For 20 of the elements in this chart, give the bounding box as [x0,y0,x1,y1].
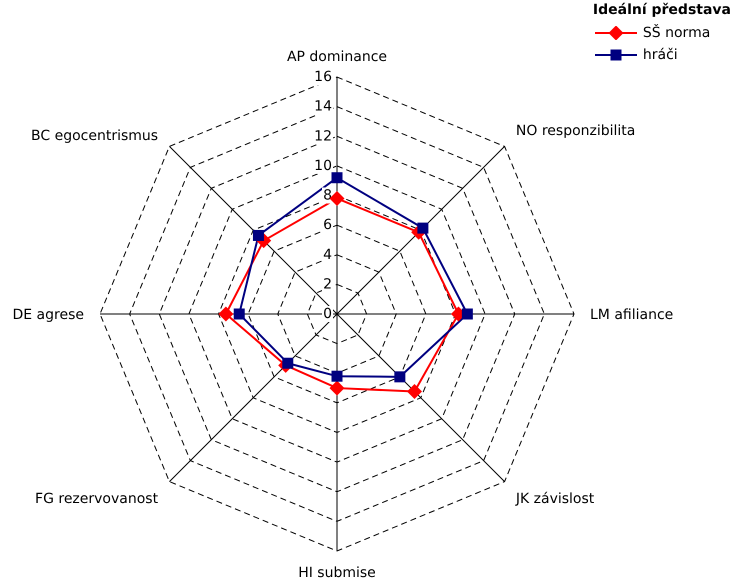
y-tick-label: 16 [314,69,332,85]
y-tick-label: 4 [323,246,332,263]
spoke-label: HI submise [298,564,376,581]
y-tick-label: 8 [323,188,332,204]
y-tick-label: 12 [314,128,332,144]
spoke-label: AP dominance [286,49,388,65]
spoke-label: BC egocentrismus [31,128,158,144]
y-tick-label: 0 [323,306,332,322]
spoke-label: FG rezervovanost [35,490,159,507]
legend-label: hráči [642,47,678,63]
spoke-label: DE agrese [12,306,84,323]
y-tick-label: 6 [323,217,332,234]
y-tick-label: 2 [323,276,332,292]
y-tick-label: 14 [314,98,332,115]
spoke-label: NO responzibilita [516,123,636,140]
spoke-label: JK závislost [514,490,595,507]
y-tick-label: 10 [314,158,332,174]
spoke-label: LM afiliance [590,306,674,323]
legend-title: Ideální představa [592,2,731,18]
legend-label: SŠ norma [642,25,710,41]
